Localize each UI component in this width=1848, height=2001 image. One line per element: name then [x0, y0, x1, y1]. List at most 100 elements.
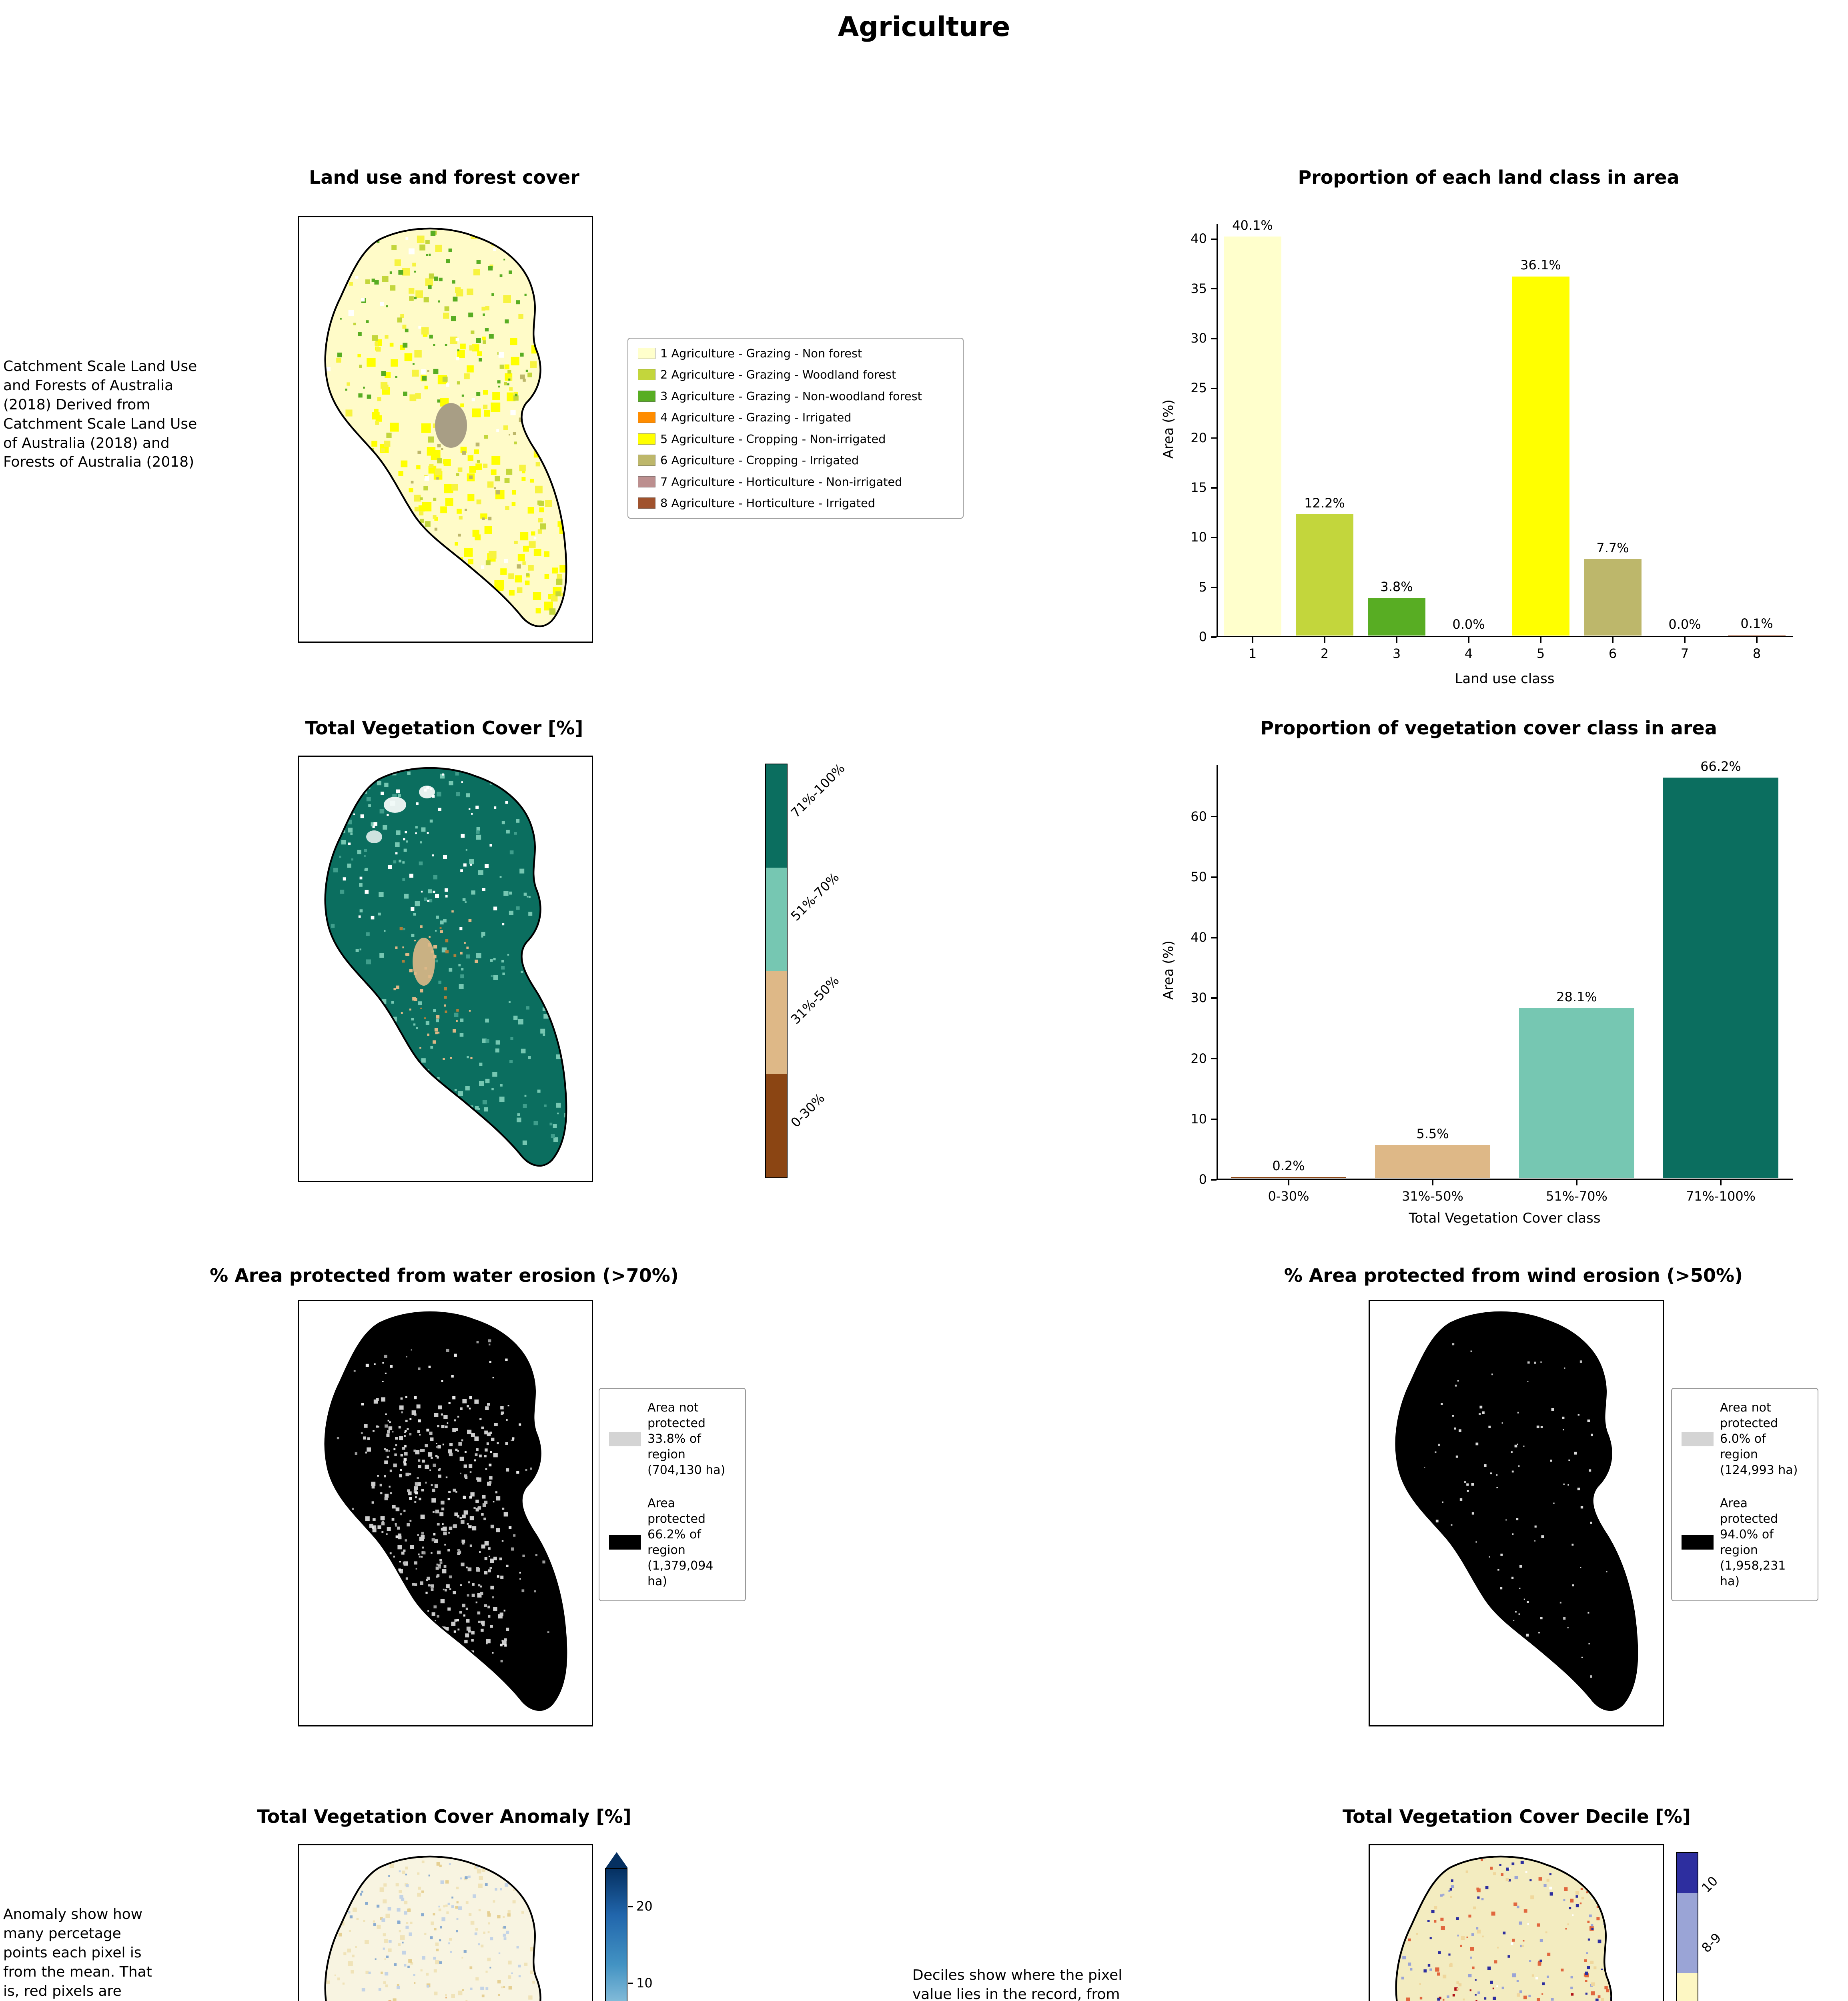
x-tick-label: 4: [1464, 646, 1473, 661]
y-tick-label: 20: [1191, 1051, 1207, 1066]
legend-item: 2 Agriculture - Grazing - Woodland fores…: [638, 368, 953, 381]
colorbar-segment: [1677, 1893, 1698, 1973]
colorbar-segment: [766, 971, 787, 1074]
legend-label: 5 Agriculture - Cropping - Non-irrigated: [660, 432, 886, 446]
colorbar-segment: [766, 1074, 787, 1177]
bar: [1584, 559, 1642, 636]
bar-value-label: 7.7%: [1596, 540, 1629, 555]
legend-item: 5 Agriculture - Cropping - Non-irrigated: [638, 432, 953, 446]
bar-value-label: 3.8%: [1380, 579, 1413, 594]
x-tick: [1684, 637, 1686, 643]
bar: [1375, 1145, 1490, 1179]
colorbar-label: 10: [1698, 1873, 1721, 1896]
colorbar-label: 51%-70%: [788, 869, 842, 924]
bar: [1296, 514, 1353, 636]
bar: [1224, 237, 1281, 636]
wind-erosion-map: [1369, 1300, 1664, 1726]
landuse-legend: 1 Agriculture - Grazing - Non forest 2 Ag…: [627, 338, 964, 519]
y-tick-label: 35: [1191, 281, 1207, 296]
bar-value-label: 5.5%: [1416, 1126, 1449, 1141]
x-tick-label: 31%-50%: [1402, 1189, 1463, 1204]
wind-erosion-map-canvas: [1395, 1311, 1638, 1711]
y-tick-label: 10: [1191, 1111, 1207, 1127]
x-tick-label: 3: [1392, 646, 1401, 661]
bar-value-label: 66.2%: [1700, 759, 1741, 774]
colorbar-segment: [1677, 1853, 1698, 1893]
decile-map-canvas: [1395, 1855, 1638, 2001]
legend-label: Area not protected 6.0% of region (124,9…: [1720, 1401, 1798, 1477]
plot-area: [1217, 765, 1793, 1180]
x-tick: [1288, 1180, 1289, 1185]
decile-caption: Deciles show where the pixel value lies …: [912, 1967, 1122, 2001]
bar-value-label: 40.1%: [1232, 218, 1273, 233]
x-tick: [1252, 637, 1253, 643]
anomaly-map-canvas: [324, 1855, 567, 2001]
x-tick-label: 8: [1752, 646, 1761, 661]
colorbar-segment: [766, 764, 787, 868]
vegclass-ylabel: Area (%): [1161, 940, 1177, 1000]
legend-item: 6 Agriculture - Cropping - Irrigated: [638, 453, 953, 467]
y-tick: [1211, 816, 1217, 818]
x-tick: [1432, 1180, 1433, 1185]
legend-label: Area not protected 33.8% of region (704,…: [647, 1401, 726, 1477]
legend-label: 1 Agriculture - Grazing - Non forest: [660, 347, 862, 360]
vegcover-map-title: Total Vegetation Cover [%]: [305, 717, 583, 739]
colorbar-label: 71%-100%: [788, 760, 848, 821]
legend-swatch: [1682, 1535, 1714, 1550]
y-tick: [1211, 937, 1217, 938]
y-tick: [1211, 997, 1217, 999]
legend-item: 3 Agriculture - Grazing - Non-woodland f…: [638, 389, 953, 403]
plot-area: [1217, 224, 1793, 637]
decile-map-title: Total Vegetation Cover Decile [%]: [1342, 1806, 1691, 1827]
bar-value-label: 36.1%: [1520, 257, 1561, 273]
anomaly-colorbar: 20100−10−20: [605, 1852, 653, 2001]
y-tick: [1211, 288, 1217, 290]
y-tick: [1211, 586, 1217, 588]
y-tick-label: 20: [1191, 430, 1207, 445]
legend-label: 7 Agriculture - Horticulture - Non-irrig…: [660, 475, 902, 489]
water-erosion-map-canvas: [324, 1311, 567, 1711]
legend-swatch: [638, 369, 655, 381]
landuse-map: [298, 216, 593, 643]
water-erosion-title: % Area protected from water erosion (>70…: [210, 1265, 679, 1286]
y-tick-label: 0: [1199, 629, 1207, 644]
y-tick-label: 60: [1191, 808, 1207, 824]
colorbar-label: 31%-50%: [788, 972, 842, 1027]
legend-swatch: [638, 497, 655, 509]
decile-map: [1369, 1844, 1664, 2001]
colorbar-segment: [766, 868, 787, 971]
colorbar-tick-label: 20: [636, 1899, 653, 1914]
landclass-ylabel: Area (%): [1161, 399, 1177, 459]
water-erosion-legend: Area not protected 33.8% of region (704,…: [599, 1388, 746, 1601]
bar: [1231, 1177, 1346, 1179]
legend-swatch: [638, 455, 655, 466]
x-tick: [1468, 637, 1469, 643]
legend-item: Area protected 94.0% of region (1,958,23…: [1682, 1496, 1808, 1589]
y-tick-label: 25: [1191, 380, 1207, 396]
wind-erosion-title: % Area protected from wind erosion (>50%…: [1284, 1265, 1743, 1286]
x-tick-label: 1: [1248, 646, 1257, 661]
legend-swatch: [638, 476, 655, 487]
legend-item: Area protected 66.2% of region (1,379,09…: [609, 1496, 736, 1589]
legend-item: 8 Agriculture - Horticulture - Irrigated: [638, 496, 953, 510]
legend-item: 1 Agriculture - Grazing - Non forest: [638, 347, 953, 360]
y-tick-label: 5: [1199, 579, 1207, 595]
x-tick: [1576, 1180, 1577, 1185]
vegcover-map: [298, 756, 593, 1182]
x-tick: [1756, 637, 1758, 643]
wind-erosion-legend: Area not protected 6.0% of region (124,9…: [1671, 1388, 1818, 1601]
legend-label: Area protected 66.2% of region (1,379,09…: [647, 1496, 714, 1588]
anomaly-map: [298, 1844, 593, 2001]
y-tick: [1211, 876, 1217, 878]
y-tick-label: 40: [1191, 930, 1207, 945]
decile-colorbar: 108-94-72-31: [1676, 1852, 1724, 2001]
vegclass-xlabel: Total Vegetation Cover class: [1409, 1210, 1601, 1226]
y-tick: [1211, 487, 1217, 489]
x-tick: [1540, 637, 1541, 643]
x-tick: [1396, 637, 1397, 643]
y-tick: [1211, 1179, 1217, 1181]
vegclass-chart-title: Proportion of vegetation cover class in …: [1260, 717, 1717, 739]
colorbar-tick: [627, 1906, 633, 1907]
bar-value-label: 0.2%: [1272, 1158, 1305, 1174]
legend-swatch: [1682, 1432, 1714, 1446]
